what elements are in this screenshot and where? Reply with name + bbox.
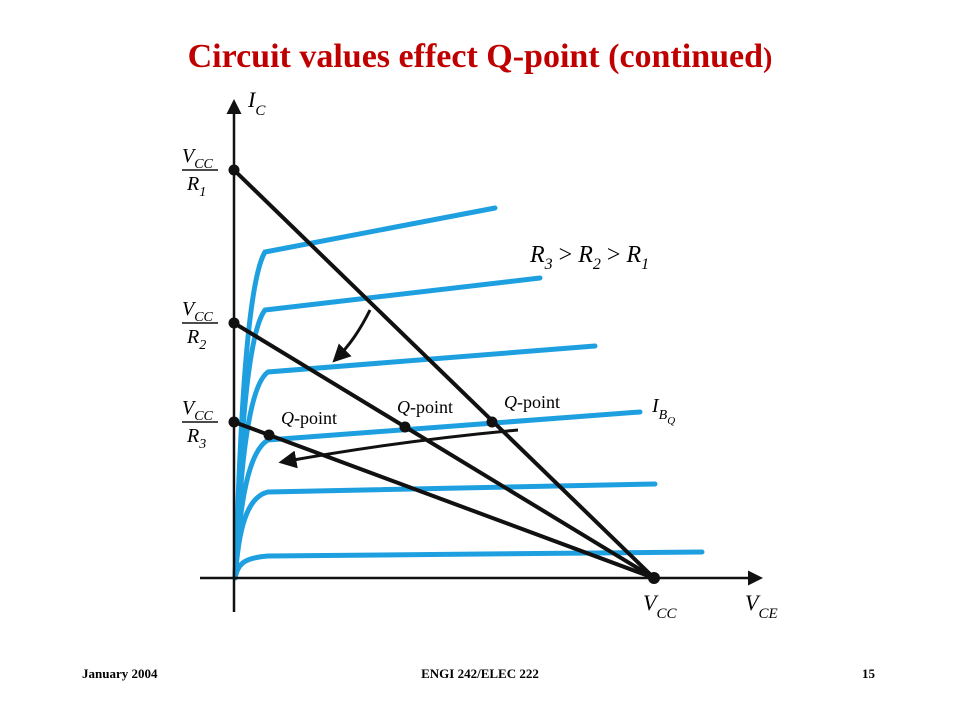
footer-date: January 2004 <box>82 666 158 681</box>
characteristic-curve <box>232 481 658 581</box>
intercept-denominator: R2 <box>186 326 206 353</box>
intercept-point-r3 <box>228 416 240 428</box>
footer-page-number: 15 <box>862 666 875 681</box>
ibq-label: IBQ <box>651 395 675 427</box>
intercept-denominator: R3 <box>186 425 206 452</box>
load-line-r2 <box>232 321 656 580</box>
q-point-label: Q-point <box>397 397 453 417</box>
resistance-relation-label: R3 > R2 > R1 <box>529 242 649 273</box>
intercept-numerator: VCC <box>182 298 214 325</box>
q-shift-arrow <box>278 428 519 469</box>
slide-title: Circuit values effect Q-point (continued… <box>0 38 960 76</box>
q-point-dot <box>486 416 498 428</box>
q-point-dot <box>263 429 275 441</box>
intercept-numerator: VCC <box>182 145 214 172</box>
intercept-numerator: VCC <box>182 397 214 424</box>
axes <box>200 99 763 612</box>
load-line-r3 <box>232 420 656 580</box>
intercept-point-r2 <box>228 317 240 329</box>
load-lines <box>232 168 656 580</box>
q-point-dot <box>399 421 411 433</box>
characteristic-curve <box>232 549 705 581</box>
rotation-arrow <box>332 309 372 363</box>
intercept-denominator: R1 <box>186 173 206 200</box>
arrows <box>278 309 519 469</box>
y-axis-label: IC <box>247 87 266 119</box>
footer-course: ENGI 242/ELEC 222 <box>421 666 539 681</box>
intercept-label-r1: VCC R1 <box>182 145 218 200</box>
title-text: Circuit values effect Q-point (continued <box>187 38 764 75</box>
intercept-label-r2: VCC R2 <box>182 298 218 353</box>
load-line-r1 <box>232 168 656 580</box>
q-point-label: Q-point <box>504 392 560 412</box>
characteristic-curve <box>232 275 543 581</box>
vcc-point <box>648 572 660 584</box>
x-axis-label: VCE <box>745 590 778 622</box>
q-point-label: Q-point <box>281 408 337 428</box>
intercept-point-r1 <box>228 164 240 176</box>
intercept-label-r3: VCC R3 <box>182 397 218 452</box>
characteristic-curves <box>232 205 705 581</box>
vcc-label: VCC <box>643 590 677 622</box>
points <box>228 164 660 584</box>
characteristic-curve <box>232 205 498 581</box>
title-close-paren: ) <box>763 43 773 74</box>
